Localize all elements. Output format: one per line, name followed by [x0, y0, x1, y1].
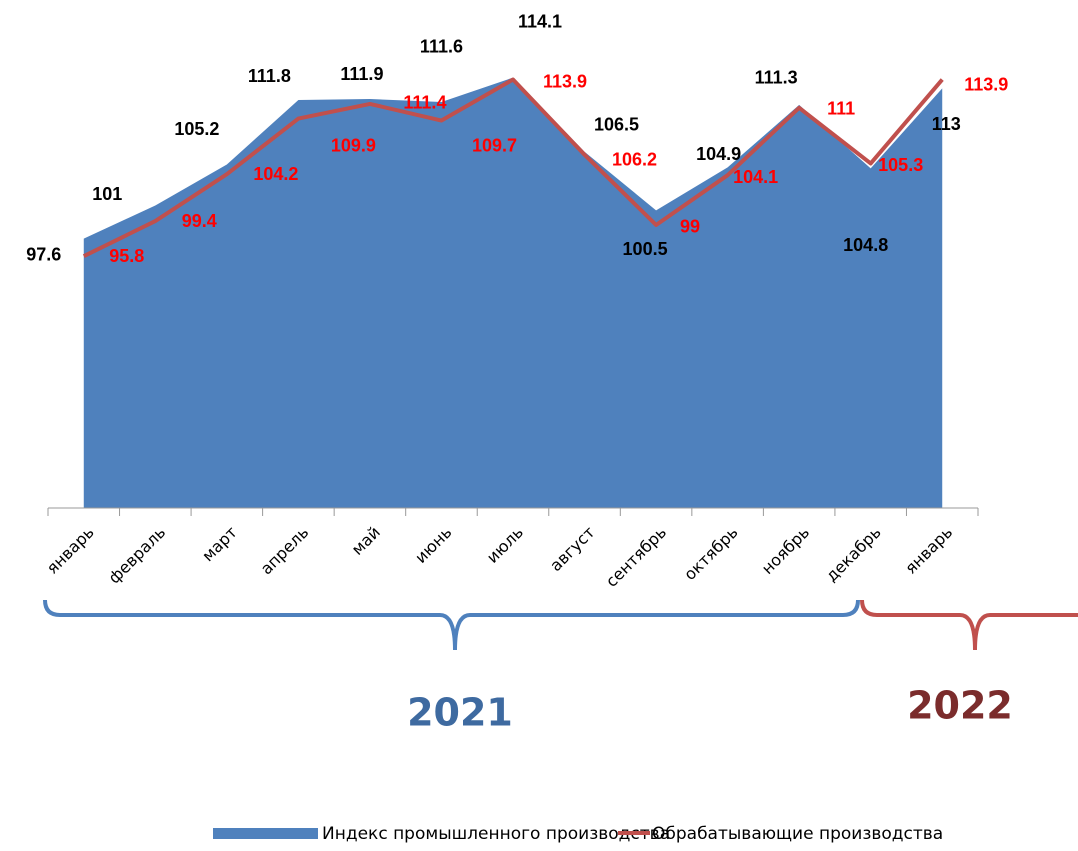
data-label: 111.4 [403, 93, 446, 113]
data-label: 106.2 [612, 149, 657, 169]
data-label: 111.6 [420, 37, 463, 57]
data-label: 97.6 [26, 244, 61, 264]
data-label: 111.8 [248, 66, 291, 86]
x-tick-label: декабрь [822, 523, 885, 586]
x-tick-label: ноябрь [758, 523, 813, 578]
data-label: 111 [827, 99, 855, 119]
data-label: 113 [932, 114, 961, 134]
data-label: 105.2 [174, 119, 219, 139]
data-label: 111.9 [340, 64, 383, 84]
x-tick-label: июль [483, 523, 527, 567]
data-label: 105.3 [878, 155, 923, 175]
line [82, 77, 944, 258]
data-label: 113.9 [543, 71, 587, 91]
x-tick-label: апрель [257, 523, 313, 579]
x-tick-label: сентябрь [602, 523, 670, 591]
data-label: 104.9 [696, 144, 741, 164]
x-tick-label: февраль [105, 523, 170, 588]
legend-label: Индекс промышленного производства [322, 824, 670, 844]
x-tick-label: январь [901, 523, 956, 578]
data-label: 104.1 [733, 167, 778, 187]
brace-2021 [43, 599, 860, 651]
data-label: 114.1 [518, 11, 562, 31]
data-label: 95.8 [109, 246, 144, 266]
data-label: 99.4 [182, 211, 217, 231]
x-tick-label: март [198, 523, 241, 566]
x-tick-label: август [546, 523, 598, 575]
x-tick-label: январь [43, 523, 98, 578]
data-label: 109.7 [472, 135, 517, 155]
data-label: 113.9 [964, 74, 1008, 94]
data-label: 101 [92, 184, 122, 204]
legend-label: Обрабатывающие производства [652, 824, 943, 844]
area [83, 77, 943, 509]
data-label: 100.5 [623, 239, 668, 259]
year-label: 2021 [407, 691, 513, 735]
data-label: 104.2 [253, 164, 298, 184]
x-tick-label: май [348, 523, 384, 559]
x-tick-label: октябрь [680, 523, 741, 584]
data-label: 106.5 [594, 115, 639, 135]
data-label: 111.3 [755, 68, 798, 88]
x-tick-label: июнь [411, 523, 455, 567]
data-label: 104.8 [843, 235, 888, 255]
data-label: 109.9 [331, 135, 376, 155]
data-label: 99 [680, 217, 700, 237]
brace-2022 [860, 599, 1078, 651]
year-label: 2022 [907, 684, 1013, 728]
legend-swatch [213, 828, 318, 839]
